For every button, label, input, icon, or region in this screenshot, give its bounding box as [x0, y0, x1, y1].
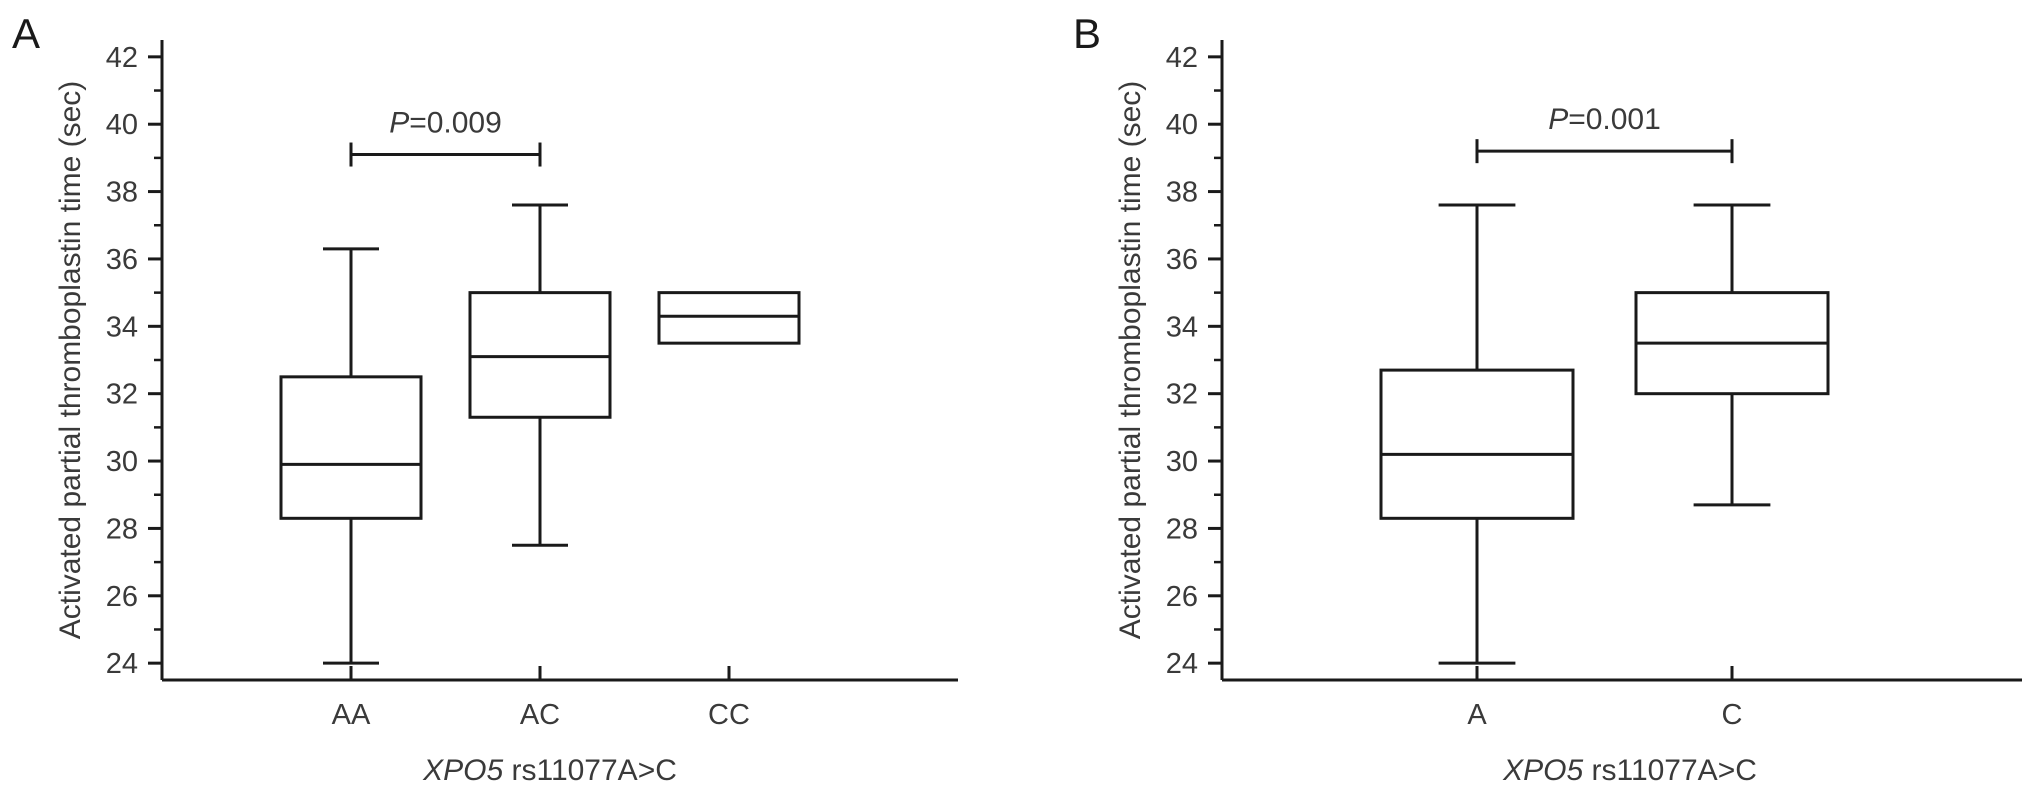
y-tick-label: 28	[106, 513, 138, 545]
box-aa	[279, 247, 423, 665]
significance-bracket: P=0.009	[349, 107, 542, 167]
y-tick-label: 40	[106, 109, 138, 141]
y-tick-label: 38	[106, 177, 138, 209]
x-axis-title-variant: rs11077A>C	[503, 754, 677, 787]
y-tick-label: 28	[1166, 513, 1198, 545]
y-tick-label: 26	[106, 581, 138, 613]
x-tick-label: CC	[708, 699, 750, 731]
p-value: =0.001	[1568, 103, 1661, 136]
box-c	[1634, 203, 1830, 507]
y-tick-label: 34	[1166, 311, 1198, 343]
y-tick-label: 40	[1166, 109, 1198, 141]
x-tick-label: AC	[520, 699, 560, 731]
box-a	[1379, 203, 1575, 665]
p-value-label: P=0.001	[1548, 103, 1661, 136]
x-tick-label: C	[1722, 699, 1743, 731]
panel-label: B	[1073, 10, 1101, 57]
iqr-box	[468, 291, 612, 419]
y-tick-label: 24	[106, 648, 138, 680]
panel-a: A 24 26 28 30 32 34 36 38 40 42 AA AC CC Activated par…	[12, 10, 958, 787]
x-axis-title: XPO5 rs11077A>C	[422, 754, 677, 787]
x-tick-label: A	[1467, 699, 1487, 731]
y-tick-label: 32	[106, 379, 138, 411]
y-axis-title: Activated partial thromboplastin time (s…	[1114, 81, 1147, 640]
y-tick-label: 30	[106, 446, 138, 478]
x-axis-title-gene: XPO5	[422, 754, 503, 787]
iqr-box	[1379, 368, 1575, 520]
p-symbol: P	[1548, 103, 1568, 136]
y-tick-label: 26	[1166, 581, 1198, 613]
significance-bracket: P=0.001	[1475, 103, 1734, 164]
y-tick-label: 32	[1166, 379, 1198, 411]
y-tick-label: 36	[106, 244, 138, 276]
y-tick-label: 34	[106, 311, 138, 343]
iqr-box	[279, 375, 423, 520]
y-tick-label: 38	[1166, 177, 1198, 209]
p-symbol: P	[389, 107, 409, 140]
y-tick-label: 30	[1166, 446, 1198, 478]
y-tick-label: 36	[1166, 244, 1198, 276]
x-axis-title-variant: rs11077A>C	[1583, 754, 1757, 787]
x-tick-label: AA	[332, 699, 371, 731]
panel-label: A	[12, 10, 40, 57]
x-axis-title: XPO5 rs11077A>C	[1502, 754, 1757, 787]
p-value-label: P=0.009	[389, 107, 502, 140]
x-axis-title-gene: XPO5	[1502, 754, 1583, 787]
y-tick-label: 42	[106, 42, 138, 74]
iqr-box	[657, 291, 801, 345]
box-cc	[657, 291, 801, 345]
y-tick-label: 42	[1166, 42, 1198, 74]
panel-b: B 24 26 28 30 32 34 36 38 40 42 A C Activated partial…	[1073, 10, 2022, 787]
y-axis-title: Activated partial thromboplastin time (s…	[54, 81, 87, 640]
y-tick-label: 24	[1166, 648, 1198, 680]
box-ac	[468, 203, 612, 547]
p-value: =0.009	[409, 107, 502, 140]
